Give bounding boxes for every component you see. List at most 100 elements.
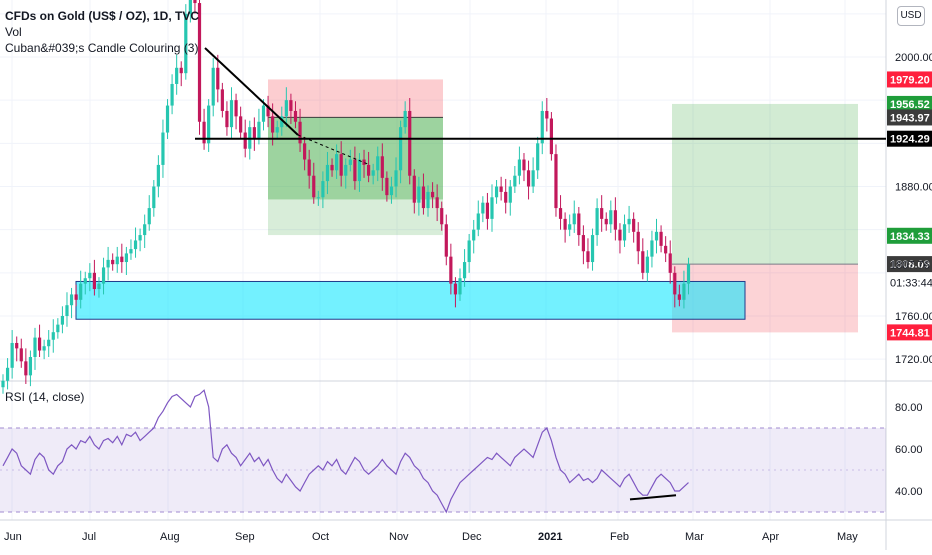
currency-button[interactable]: USD	[897, 6, 925, 26]
candle-body[interactable]	[10, 342, 14, 368]
candle-body[interactable]	[449, 256, 453, 284]
candle-body[interactable]	[563, 218, 567, 230]
candle-body[interactable]	[211, 67, 215, 106]
candle-body[interactable]	[88, 272, 92, 279]
candle-body[interactable]	[335, 154, 339, 171]
candle-body[interactable]	[197, 3, 202, 122]
candle-body[interactable]	[403, 110, 407, 128]
candle-body[interactable]	[220, 89, 224, 111]
candle-body[interactable]	[92, 272, 96, 290]
candle-body[interactable]	[330, 164, 334, 171]
candle-body[interactable]	[202, 121, 206, 144]
candle-body[interactable]	[380, 156, 384, 178]
candle-body[interactable]	[590, 235, 595, 263]
candle-body[interactable]	[385, 177, 389, 196]
candle-body[interactable]	[261, 105, 266, 122]
support-zone-rectangle[interactable]	[75, 280, 746, 320]
candle-body[interactable]	[193, 0, 197, 4]
candle-body[interactable]	[595, 208, 599, 236]
past-position-loss-zone[interactable]	[268, 79, 443, 118]
candle-body[interactable]	[554, 154, 558, 209]
candle-body[interactable]	[243, 132, 247, 149]
candle-body[interactable]	[645, 256, 649, 273]
candle-body[interactable]	[508, 186, 512, 203]
candle-body[interactable]	[15, 342, 19, 349]
candle-body[interactable]	[325, 164, 330, 182]
candle-body[interactable]	[120, 256, 124, 263]
candle-body[interactable]	[458, 278, 462, 295]
candle-body[interactable]	[632, 218, 636, 232]
candle-body[interactable]	[225, 110, 229, 128]
candle-body[interactable]	[129, 249, 133, 254]
candle-body[interactable]	[147, 208, 151, 225]
candle-body[interactable]	[280, 116, 284, 128]
candle-body[interactable]	[389, 186, 394, 196]
candle-body[interactable]	[513, 175, 517, 187]
candle-body[interactable]	[440, 208, 444, 225]
candle-body[interactable]	[367, 164, 371, 176]
candle-body[interactable]	[321, 181, 325, 198]
candle-body[interactable]	[609, 210, 613, 225]
candle-body[interactable]	[581, 235, 585, 252]
candle-body[interactable]	[394, 170, 398, 187]
candle-body[interactable]	[19, 348, 23, 362]
candle-body[interactable]	[526, 170, 531, 187]
candle-body[interactable]	[577, 213, 581, 236]
candle-body[interactable]	[650, 240, 654, 257]
candle-body[interactable]	[266, 105, 270, 117]
candle-body[interactable]	[545, 110, 549, 119]
candle-body[interactable]	[234, 100, 238, 117]
price-badge[interactable]	[887, 109, 932, 126]
candle-body[interactable]	[636, 231, 640, 252]
candle-body[interactable]	[353, 159, 357, 182]
candle-body[interactable]	[24, 361, 28, 376]
price-badge[interactable]	[887, 324, 932, 341]
candle-body[interactable]	[252, 127, 256, 138]
candle-body[interactable]	[627, 218, 631, 225]
candle-body[interactable]	[641, 251, 645, 273]
candle-body[interactable]	[408, 110, 412, 176]
candle-body[interactable]	[476, 213, 480, 230]
candle-body[interactable]	[165, 105, 170, 133]
candle-body[interactable]	[138, 235, 142, 241]
candle-body[interactable]	[490, 197, 494, 219]
candle-body[interactable]	[47, 339, 51, 347]
indicator-vol[interactable]: Vol	[5, 25, 22, 39]
candle-body[interactable]	[175, 67, 179, 84]
candle-body[interactable]	[97, 283, 101, 290]
candle-body[interactable]	[362, 159, 366, 165]
candle-body[interactable]	[106, 259, 110, 268]
candle-body[interactable]	[549, 118, 553, 155]
candle-body[interactable]	[312, 175, 316, 198]
candle-body[interactable]	[586, 251, 590, 263]
candle-body[interactable]	[184, 13, 188, 74]
price-badge[interactable]	[887, 130, 932, 147]
candle-body[interactable]	[357, 159, 362, 182]
candle-body[interactable]	[600, 208, 604, 219]
candle-body[interactable]	[426, 191, 430, 209]
candle-body[interactable]	[1, 380, 5, 388]
candle-body[interactable]	[284, 100, 288, 117]
candle-body[interactable]	[152, 186, 156, 209]
candle-body[interactable]	[435, 197, 439, 209]
candle-body[interactable]	[170, 83, 174, 106]
candle-body[interactable]	[536, 143, 540, 171]
candle-body[interactable]	[462, 262, 467, 279]
candle-body[interactable]	[303, 143, 307, 160]
candle-body[interactable]	[37, 337, 42, 351]
candle-body[interactable]	[531, 170, 535, 187]
candle-body[interactable]	[686, 264, 691, 284]
candle-body[interactable]	[293, 110, 298, 122]
candle-body[interactable]	[239, 116, 243, 133]
candle-body[interactable]	[558, 208, 563, 219]
candle-body[interactable]	[613, 210, 617, 230]
candle-body[interactable]	[664, 245, 668, 254]
candle-body[interactable]	[111, 259, 115, 265]
candle-body[interactable]	[412, 175, 416, 203]
candle-body[interactable]	[161, 132, 165, 165]
candle-body[interactable]	[540, 110, 544, 144]
price-badge[interactable]	[887, 71, 932, 88]
candle-body[interactable]	[494, 186, 499, 198]
price-badge[interactable]	[887, 95, 932, 112]
